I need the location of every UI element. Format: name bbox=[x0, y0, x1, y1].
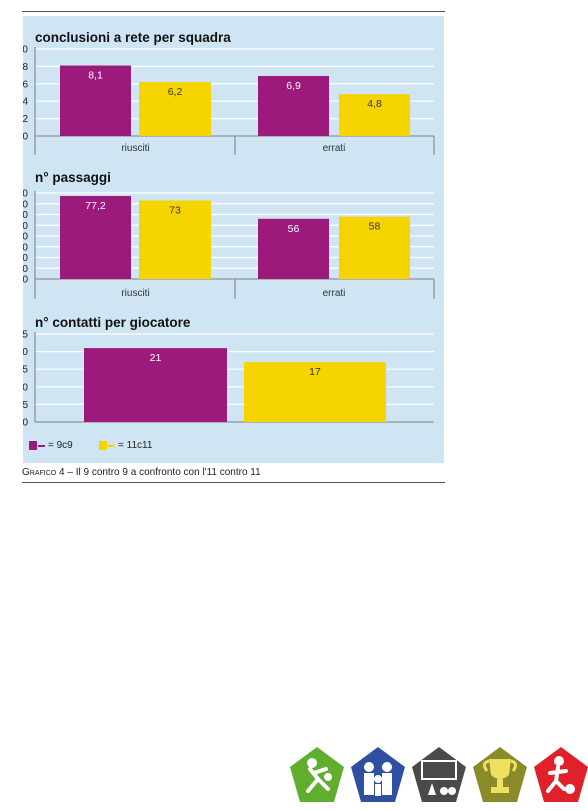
top-rule bbox=[22, 11, 445, 12]
legend-swatch-11c11 bbox=[99, 441, 107, 450]
y-tick-label: 30 bbox=[23, 242, 28, 253]
y-tick-label: 25 bbox=[23, 330, 28, 341]
figure-caption: Grafico 4 – Il 9 contro 9 a confronto co… bbox=[22, 467, 261, 478]
chart-panel: conclusioni a rete per squadra 0 2 4 6 8 10 8,1… bbox=[23, 16, 444, 463]
bar-9c9 bbox=[60, 196, 131, 279]
chart-title: n° passaggi bbox=[35, 170, 111, 185]
bar-11c11 bbox=[139, 82, 211, 136]
charts-canvas: conclusioni a rete per squadra 0 2 4 6 8 10 8,1… bbox=[23, 30, 435, 429]
training-cones-icon bbox=[412, 747, 466, 802]
legend-label-11c11: = 11c11 bbox=[118, 440, 153, 451]
data-label: 8,1 bbox=[88, 70, 103, 82]
category-label: riusciti bbox=[121, 143, 149, 154]
bar-9c9 bbox=[258, 218, 329, 279]
y-tick-label: 0 bbox=[23, 418, 28, 429]
y-tick-label: 60 bbox=[23, 210, 28, 221]
y-tick-label: 80 bbox=[23, 189, 28, 200]
legend-dash-9c9 bbox=[38, 444, 45, 447]
trophy-icon bbox=[473, 747, 527, 802]
bottom-rule bbox=[22, 482, 445, 483]
legend-item-9c9: = 9c9 bbox=[29, 440, 73, 451]
y-tick-label: 10 bbox=[23, 382, 28, 393]
y-tick-label: 40 bbox=[23, 232, 28, 243]
data-label: 73 bbox=[169, 205, 181, 217]
y-tick-label: 2 bbox=[23, 114, 28, 125]
data-label: 6,9 bbox=[286, 80, 301, 92]
player-kicking-icon bbox=[290, 747, 344, 802]
y-tick-label: 10 bbox=[23, 264, 28, 275]
y-tick-label: 15 bbox=[23, 365, 28, 376]
y-tick-label: 0 bbox=[23, 275, 28, 286]
bar-9c9 bbox=[60, 65, 131, 136]
data-label: 21 bbox=[150, 352, 162, 364]
category-label: riusciti bbox=[121, 288, 149, 299]
y-tick-label: 6 bbox=[23, 79, 28, 90]
legend-swatch-9c9 bbox=[29, 441, 37, 450]
legend-item-11c11: = 11c11 bbox=[99, 440, 152, 451]
legend-dash-11c11 bbox=[108, 444, 115, 447]
y-tick-label: 70 bbox=[23, 199, 28, 210]
y-tick-label: 10 bbox=[23, 45, 28, 56]
chart-2: n° passaggi 01020304050607080 77,2 73 riusci… bbox=[23, 170, 435, 299]
chart-3: n° contatti per giocatore 0 5 10 15 20 25 21 17 bbox=[23, 315, 434, 429]
y-tick-label: 4 bbox=[23, 97, 28, 108]
y-tick-label: 20 bbox=[23, 347, 28, 358]
data-label: 77,2 bbox=[85, 200, 106, 212]
bar-11c11 bbox=[339, 216, 410, 279]
bar-9c9 bbox=[84, 348, 227, 422]
chart-1: conclusioni a rete per squadra 0 2 4 6 8 10 8,1… bbox=[23, 30, 435, 155]
category-label: errati bbox=[323, 288, 346, 299]
bar-11c11 bbox=[139, 200, 211, 279]
caption-text: 4 – Il 9 contro 9 a confronto con l'11 c… bbox=[59, 467, 261, 478]
data-label: 58 bbox=[369, 221, 381, 233]
y-tick-label: 50 bbox=[23, 221, 28, 232]
data-label: 6,2 bbox=[168, 86, 183, 98]
y-tick-label: 0 bbox=[23, 132, 28, 143]
legend-label-9c9: = 9c9 bbox=[48, 440, 73, 451]
chart-title: conclusioni a rete per squadra bbox=[35, 30, 231, 45]
data-label: 17 bbox=[309, 366, 321, 378]
player-with-ball-icon bbox=[534, 747, 588, 802]
category-label: errati bbox=[323, 143, 346, 154]
bar-11c11 bbox=[339, 94, 410, 136]
caption-label: Grafico bbox=[22, 467, 57, 478]
data-label: 4,8 bbox=[367, 98, 382, 110]
y-tick-label: 8 bbox=[23, 62, 28, 73]
bar-11c11 bbox=[244, 362, 386, 422]
chart-title: n° contatti per giocatore bbox=[35, 315, 191, 330]
data-label: 56 bbox=[288, 223, 300, 235]
y-tick-label: 20 bbox=[23, 253, 28, 264]
y-tick-label: 5 bbox=[23, 400, 28, 411]
family-group-icon bbox=[351, 747, 405, 802]
bar-9c9 bbox=[258, 75, 329, 136]
